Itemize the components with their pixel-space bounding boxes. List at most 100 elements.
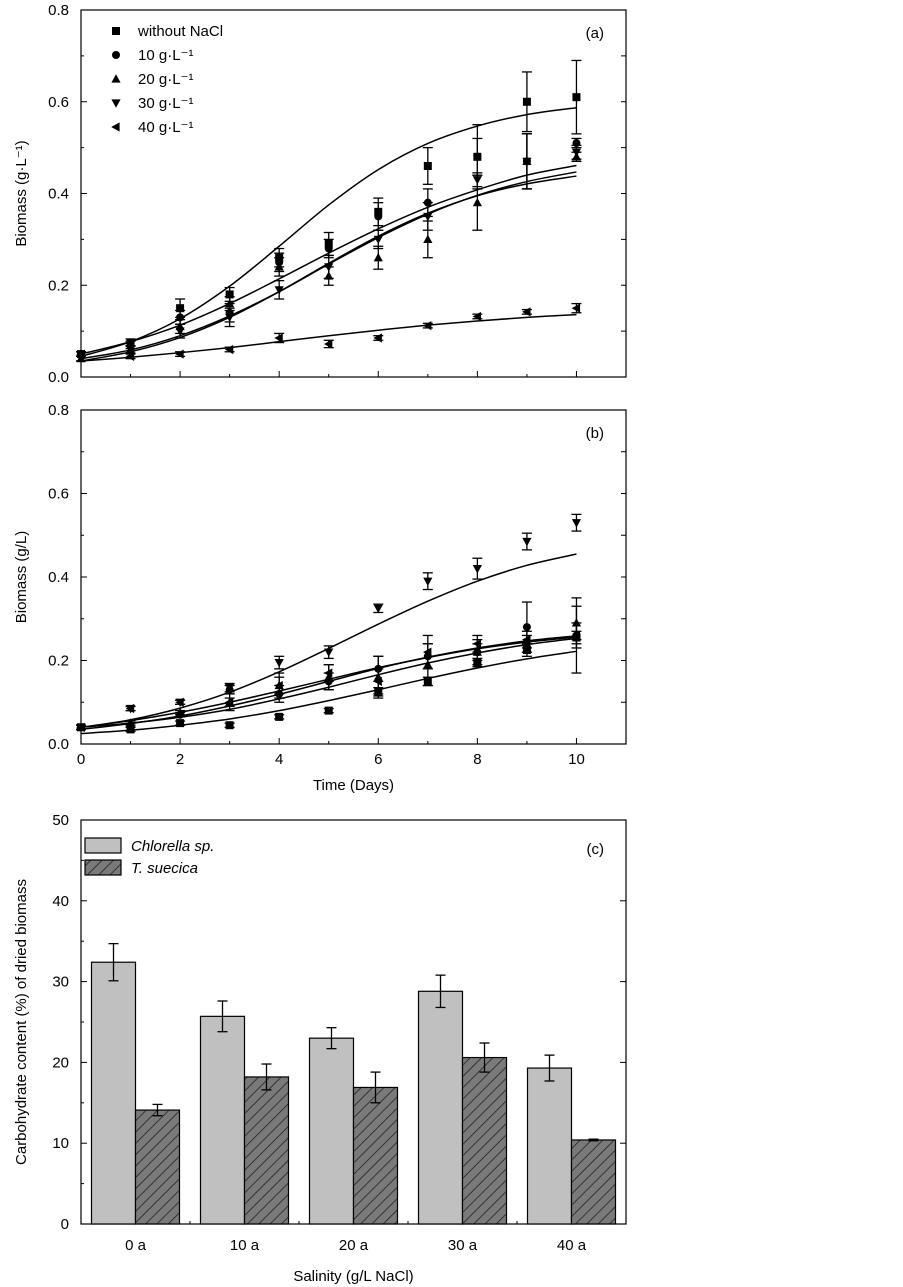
panel-c-carbohydrate-bar-chart: 0 10 20 30 40 50 0 a 10 a 20 a 30 a 40 a Carbohydra… bbox=[13, 812, 627, 1285]
b-y-tick-label: 0.8 bbox=[48, 402, 69, 419]
panel-a-growth-chart: 0.0 0.2 0.4 0.6 0.8 Biomass (g·L⁻¹) (a) without… bbox=[13, 2, 627, 386]
a-point-10-g-l bbox=[374, 212, 383, 221]
a-legend-marker-30-g-l bbox=[111, 99, 121, 108]
a-point-without-nacl bbox=[225, 290, 234, 299]
c-bar-t-suecica-20 bbox=[352, 1086, 399, 1225]
b-point-40-g-l bbox=[175, 697, 184, 707]
c-y-tick-label: 20 bbox=[52, 1054, 69, 1071]
a-plot-frame bbox=[80, 9, 627, 378]
b-point-40-g-l bbox=[323, 668, 333, 678]
b-point-30-g-l bbox=[274, 658, 284, 668]
c-y-tick-label: 50 bbox=[52, 812, 69, 829]
c-y-tick-label: 40 bbox=[52, 893, 69, 910]
a-point-without-nacl bbox=[423, 161, 432, 170]
a-point-10-g-l bbox=[324, 244, 333, 253]
b-x-tick-label: 10 bbox=[568, 751, 585, 768]
a-point-40-g-l bbox=[522, 307, 531, 317]
b-x-axis-label: Time (Days) bbox=[313, 777, 394, 794]
a-y-tick-label: 0.2 bbox=[48, 277, 69, 294]
a-point-20-g-l bbox=[423, 234, 433, 243]
c-x-tick-label: 0 a bbox=[125, 1237, 147, 1254]
a-point-30-g-l bbox=[225, 313, 235, 323]
a-point-40-g-l bbox=[373, 333, 382, 343]
c-bar-chlorella-sp-30 bbox=[417, 990, 464, 1225]
b-point-40-g-l bbox=[274, 680, 283, 691]
c-x-tick-label: 20 a bbox=[339, 1237, 369, 1254]
a-y-axis-label: Biomass (g·L⁻¹) bbox=[13, 140, 30, 246]
a-point-without-nacl bbox=[522, 97, 531, 106]
a-point-without-nacl bbox=[572, 93, 581, 102]
b-x-tick-label: 2 bbox=[176, 751, 184, 768]
b-y-tick-label: 0.2 bbox=[48, 653, 69, 670]
b-x-tick-label: 8 bbox=[473, 751, 481, 768]
b-point-30-g-l bbox=[324, 648, 334, 657]
a-point-40-g-l bbox=[423, 321, 432, 331]
a-point-40-g-l bbox=[125, 351, 135, 361]
c-bar-chlorella-sp-0 bbox=[90, 961, 137, 1225]
b-point-without-nacl bbox=[225, 721, 234, 730]
b-point-40-g-l bbox=[125, 703, 135, 714]
c-x-tick-label: 30 a bbox=[448, 1237, 478, 1254]
a-point-30-g-l bbox=[373, 235, 383, 245]
a-legend-label-10-g-l: 10 g·L⁻¹ bbox=[138, 47, 193, 64]
c-bar-t-suecica-40 bbox=[570, 1139, 617, 1225]
b-point-without-nacl bbox=[324, 706, 333, 715]
a-y-tick-label: 0.4 bbox=[48, 186, 69, 203]
c-bar-chlorella-sp-20 bbox=[308, 1037, 355, 1225]
a-point-40-g-l bbox=[571, 303, 581, 313]
a-point-20-g-l bbox=[472, 197, 482, 207]
a-point-30-g-l bbox=[125, 345, 136, 355]
b-panel-label: (b) bbox=[586, 425, 604, 442]
b-y-axis-label: Biomass (g/L) bbox=[13, 531, 30, 624]
c-legend-swatch-chlorella-sp bbox=[84, 837, 122, 854]
a-point-30-g-l bbox=[175, 327, 185, 336]
b-point-40-g-l bbox=[224, 697, 234, 707]
b-point-40-g-l bbox=[373, 676, 382, 686]
c-bar-t-suecica-30 bbox=[461, 1056, 508, 1225]
a-point-40-g-l bbox=[224, 344, 234, 355]
panel-b-growth-chart: 0.0 0.2 0.4 0.6 0.8 0 2 4 6 8 10 Biomass (g/L) Time … bbox=[13, 402, 627, 794]
c-panel-label: (c) bbox=[587, 841, 605, 858]
a-legend-marker-20-g-l bbox=[111, 74, 121, 83]
c-legend-label-t-suecica: T. suecica bbox=[131, 860, 198, 877]
b-point-40-g-l bbox=[76, 722, 85, 732]
b-point-30-g-l bbox=[423, 577, 433, 586]
b-point-30-g-l bbox=[373, 604, 383, 614]
a-point-40-g-l bbox=[323, 339, 333, 349]
c-legend-swatch-t-suecica bbox=[84, 859, 122, 876]
a-point-30-g-l bbox=[274, 286, 284, 295]
c-x-axis-label: Salinity (g/L NaCl) bbox=[293, 1268, 413, 1285]
a-point-20-g-l bbox=[373, 252, 383, 262]
b-x-tick-label: 6 bbox=[374, 751, 382, 768]
b-point-40-g-l bbox=[522, 635, 531, 645]
a-point-30-g-l bbox=[423, 212, 433, 222]
a-y-tick-label: 0.6 bbox=[48, 94, 69, 111]
a-point-40-g-l bbox=[472, 311, 481, 322]
c-bar-chlorella-sp-10 bbox=[199, 1015, 246, 1225]
c-bar-t-suecica-10 bbox=[243, 1076, 290, 1225]
c-legend-label-chlorella-sp: Chlorella sp. bbox=[131, 838, 214, 855]
b-y-tick-label: 0.0 bbox=[48, 736, 69, 753]
b-point-30-g-l bbox=[472, 565, 482, 574]
a-point-40-g-l bbox=[274, 333, 283, 343]
b-point-40-g-l bbox=[423, 647, 432, 657]
b-point-40-g-l bbox=[472, 639, 481, 649]
b-point-10-g-l bbox=[522, 623, 531, 632]
a-point-10-g-l bbox=[473, 152, 482, 161]
a-point-20-g-l bbox=[274, 262, 284, 271]
b-point-40-g-l bbox=[571, 630, 581, 641]
c-y-axis-label: Carbohydrate content (%) of dried biomas… bbox=[13, 879, 30, 1165]
c-y-tick-label: 0 bbox=[61, 1216, 69, 1233]
b-point-30-g-l bbox=[225, 684, 235, 693]
a-legend-marker-10-g-l bbox=[112, 51, 120, 59]
b-fit-curve-without-nacl bbox=[80, 650, 577, 735]
a-point-30-g-l bbox=[571, 148, 582, 158]
c-y-tick-label: 10 bbox=[52, 1135, 69, 1152]
c-bar-t-suecica-0 bbox=[134, 1109, 181, 1225]
b-point-20-g-l bbox=[125, 718, 136, 727]
b-point-20-g-l bbox=[175, 707, 185, 717]
b-y-tick-label: 0.4 bbox=[48, 569, 69, 586]
a-point-30-g-l bbox=[324, 263, 334, 272]
b-plot-frame bbox=[80, 409, 627, 745]
